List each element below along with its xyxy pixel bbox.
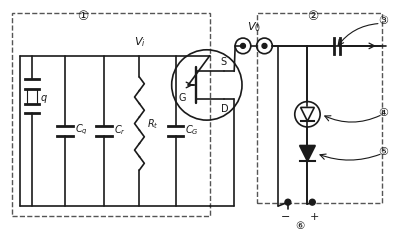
Text: $V_0$: $V_0$ (247, 20, 261, 34)
Text: $R_t$: $R_t$ (147, 117, 159, 131)
Text: $C_r$: $C_r$ (114, 122, 126, 136)
Polygon shape (300, 146, 315, 161)
Bar (257, 14, 382, 203)
Circle shape (240, 44, 246, 49)
Text: G: G (179, 92, 186, 102)
Text: q: q (41, 92, 47, 102)
Text: ④: ④ (378, 108, 388, 118)
Bar (27, 89, 37, 104)
Text: ⑤: ⑤ (378, 147, 388, 157)
Text: −: − (281, 211, 291, 221)
Circle shape (262, 44, 267, 49)
Text: +: + (310, 211, 319, 221)
Text: ⑥: ⑥ (295, 220, 304, 230)
Text: ①: ① (77, 10, 88, 23)
Text: D: D (220, 103, 228, 113)
Bar (12, 14, 210, 216)
Text: ②: ② (307, 10, 318, 23)
Text: $V_i$: $V_i$ (134, 35, 145, 49)
Text: $C_q$: $C_q$ (75, 122, 88, 137)
Text: ③: ③ (378, 16, 388, 26)
Text: $C_G$: $C_G$ (185, 122, 199, 136)
Circle shape (285, 199, 291, 205)
Text: S: S (220, 57, 227, 67)
Polygon shape (301, 108, 314, 122)
Circle shape (310, 199, 315, 205)
